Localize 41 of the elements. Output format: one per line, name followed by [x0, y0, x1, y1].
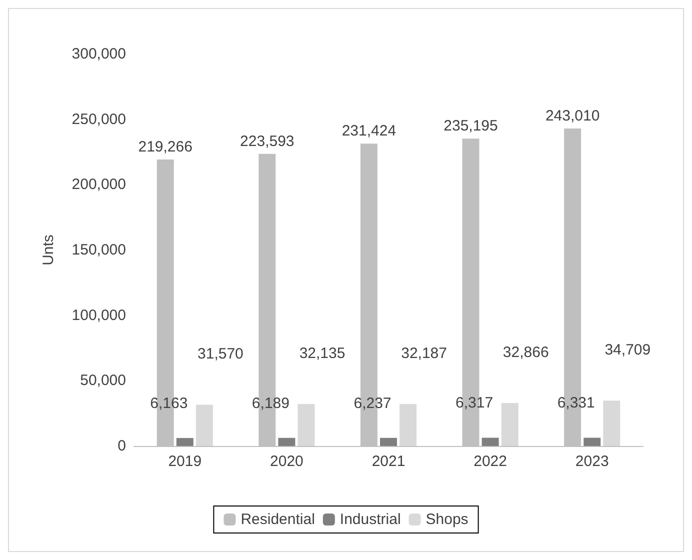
y-tick-label: 250,000 — [72, 110, 126, 128]
data-label: 6,331 — [557, 394, 595, 412]
x-tick-label: 2021 — [372, 453, 406, 470]
y-axis-title: Unts — [40, 234, 57, 266]
bar — [501, 403, 518, 446]
data-label: 6,189 — [252, 394, 290, 412]
y-tick-label: 0 — [118, 438, 126, 454]
y-tick-label: 50,000 — [80, 372, 126, 390]
bar — [278, 438, 296, 446]
bar — [400, 404, 417, 446]
bar — [603, 400, 620, 446]
data-label: 6,317 — [456, 394, 494, 412]
y-tick-label: 300,000 — [72, 46, 126, 62]
x-tick-label: 2022 — [474, 453, 507, 470]
x-tick-label: 2020 — [270, 453, 304, 470]
bar — [380, 438, 397, 446]
bar — [196, 404, 213, 446]
data-label: 34,709 — [604, 342, 651, 359]
x-tick-label: 2019 — [168, 453, 202, 470]
data-label: 223,593 — [240, 132, 294, 150]
data-label: 219,266 — [138, 138, 192, 156]
bar — [482, 438, 499, 446]
y-tick-label: 150,000 — [72, 242, 126, 258]
data-label: 231,424 — [342, 122, 396, 140]
data-label: 32,187 — [401, 344, 447, 362]
data-label: 31,570 — [198, 346, 244, 363]
legend-label: Shops — [426, 511, 468, 528]
data-label: 235,195 — [444, 118, 498, 135]
data-label: 6,163 — [150, 394, 188, 412]
bar — [176, 438, 194, 446]
legend-label: Residential — [240, 511, 315, 528]
data-label: 243,010 — [545, 107, 600, 124]
x-tick-label: 2023 — [575, 453, 609, 470]
legend-label: Industrial — [340, 511, 401, 528]
data-label: 32,866 — [502, 344, 549, 362]
y-tick-label: 100,000 — [72, 306, 126, 324]
data-label: 6,237 — [354, 394, 392, 412]
bar — [584, 438, 601, 446]
bar — [298, 404, 315, 446]
data-label: 32,135 — [299, 345, 346, 362]
y-tick-label: 200,000 — [72, 176, 126, 194]
